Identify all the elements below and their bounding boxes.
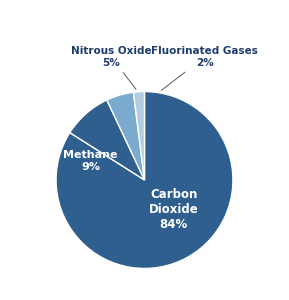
Text: Carbon
Dioxide
84%: Carbon Dioxide 84% [149, 188, 199, 231]
Text: Nitrous Oxide
5%: Nitrous Oxide 5% [71, 46, 151, 89]
Text: Fluorinated Gases
2%: Fluorinated Gases 2% [151, 46, 258, 90]
Wedge shape [56, 92, 233, 268]
Wedge shape [70, 100, 144, 180]
Text: Methane
9%: Methane 9% [63, 151, 118, 172]
Wedge shape [134, 92, 144, 180]
Wedge shape [107, 92, 144, 180]
